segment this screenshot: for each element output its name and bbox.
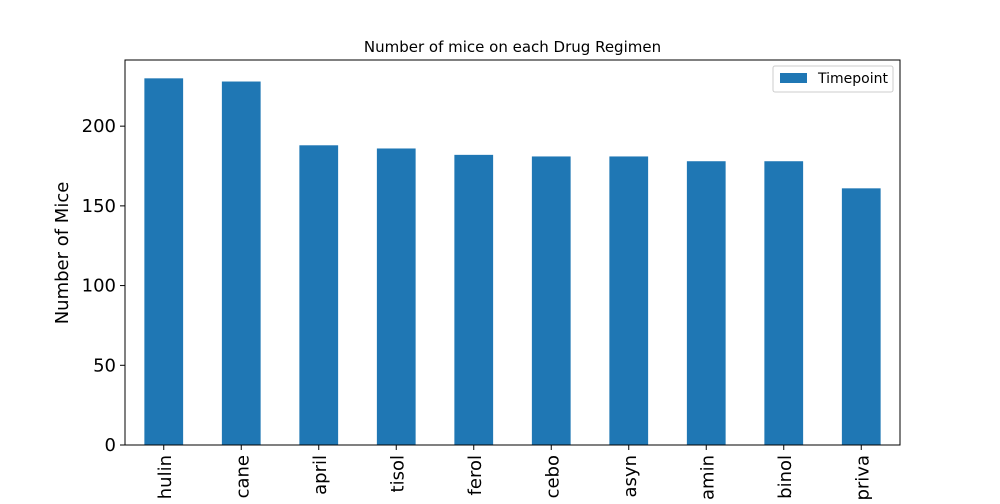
y-tick-label: 0 bbox=[105, 435, 116, 456]
legend-box bbox=[772, 65, 894, 93]
x-tick-label: cebo bbox=[542, 455, 563, 498]
bars-layer bbox=[144, 78, 881, 446]
bar bbox=[841, 188, 881, 446]
bar bbox=[376, 148, 416, 445]
bar bbox=[221, 81, 261, 446]
x-tick-label: priva bbox=[852, 455, 873, 500]
x-tick-label: asyn bbox=[620, 455, 641, 497]
y-tick-label: 200 bbox=[82, 116, 116, 137]
x-tick-label: hulin bbox=[155, 455, 176, 499]
bar bbox=[144, 78, 184, 445]
chart-title: Number of mice on each Drug Regimen bbox=[364, 38, 661, 56]
y-tick-label: 150 bbox=[82, 196, 116, 217]
y-tick-label: 50 bbox=[93, 355, 116, 376]
bar bbox=[764, 161, 804, 446]
y-axis-label: Number of Mice bbox=[52, 182, 73, 325]
legend-swatch bbox=[780, 73, 807, 83]
legend: Timepoint bbox=[772, 65, 894, 93]
bar bbox=[531, 156, 571, 445]
bar bbox=[299, 145, 339, 445]
x-tick-label: binol bbox=[775, 455, 796, 499]
bar bbox=[609, 156, 649, 445]
x-tick-label: amin bbox=[697, 455, 718, 500]
y-axis: 0 50 100 150 200 bbox=[82, 116, 125, 456]
x-tick-label: ferol bbox=[465, 455, 486, 495]
bar bbox=[454, 154, 494, 445]
plot-frame bbox=[124, 59, 901, 446]
x-tick-label: tisol bbox=[387, 455, 408, 492]
x-tick-label: april bbox=[310, 455, 331, 495]
legend-label: Timepoint bbox=[817, 71, 888, 87]
y-tick-label: 100 bbox=[82, 276, 116, 297]
x-tick-label: cane bbox=[232, 455, 253, 498]
x-axis: hulin cane april tisol ferol cebo asyn amin bino… bbox=[155, 445, 873, 500]
bar bbox=[686, 161, 726, 446]
